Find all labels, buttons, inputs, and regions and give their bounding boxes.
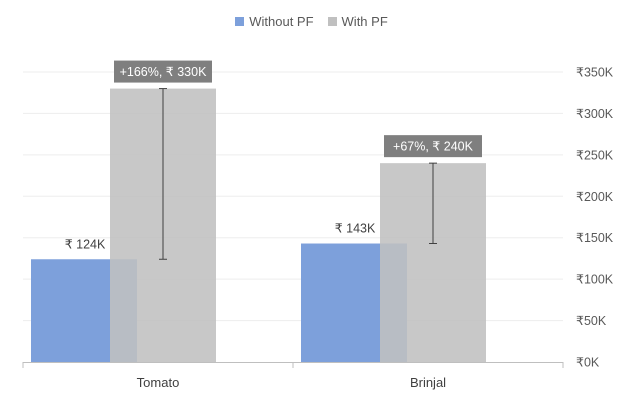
annotation-box — [384, 135, 482, 158]
y-tick-label: ₹300K — [576, 107, 614, 121]
y-tick-label: ₹50K — [576, 314, 607, 328]
y-tick-label: ₹250K — [576, 148, 614, 162]
data-label-without-pf: ₹ 143K — [335, 222, 376, 236]
legend-label-without-pf: Without PF — [249, 14, 314, 29]
annotation-label: +67%, ₹ 240K — [393, 140, 474, 154]
legend-swatch-without-pf — [235, 17, 245, 26]
data-label-without-pf: ₹ 124K — [65, 237, 106, 251]
x-tick-label: Brinjal — [410, 375, 446, 390]
annotation-label: +166%, ₹ 330K — [120, 65, 207, 79]
legend-swatch-with-pf — [327, 17, 337, 26]
annotation-box — [114, 60, 212, 83]
y-tick-label: ₹0K — [576, 356, 600, 370]
y-tick-label: ₹350K — [576, 66, 614, 80]
y-tick-label: ₹200K — [576, 190, 614, 204]
legend-item-with-pf: With PF — [327, 14, 388, 29]
legend-item-without-pf: Without PF — [235, 14, 314, 29]
legend-label-with-pf: With PF — [341, 14, 388, 29]
chart-legend: Without PF With PF — [0, 14, 623, 29]
y-tick-label: ₹100K — [576, 273, 614, 287]
y-tick-label: ₹150K — [576, 231, 614, 245]
x-tick-label: Tomato — [137, 375, 180, 390]
